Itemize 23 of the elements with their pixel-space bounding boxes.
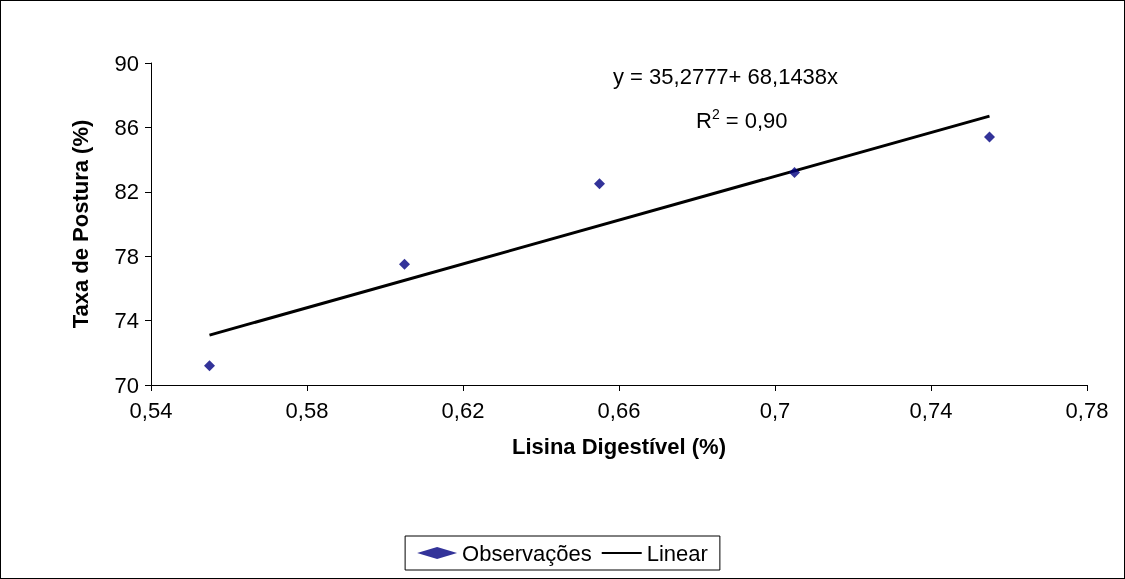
point: [594, 178, 605, 190]
y-axis-title: Taxa de Postura (%): [67, 119, 93, 329]
x-tick-label: 0,54: [129, 397, 173, 423]
legend-label: Linear: [646, 540, 708, 566]
y-tick-label: 78: [114, 243, 139, 269]
point: [984, 131, 995, 143]
y-tick-label: 74: [114, 308, 139, 334]
x-tick-label: 0,74: [909, 397, 953, 423]
y-tick-label: 86: [114, 114, 139, 140]
y-tick-label: 90: [114, 50, 139, 76]
y-tick-label: 70: [114, 372, 139, 398]
x-tick-label: 0,62: [441, 397, 485, 423]
x-tick-label: 0,7: [759, 397, 791, 423]
x-tick-label: 0,78: [1065, 397, 1109, 423]
y-tick-label: 82: [114, 179, 139, 205]
x-axis-title: Lisina Digestível (%): [512, 433, 726, 459]
legend-label: Observações: [462, 540, 592, 566]
annotation: y = 35,2777+ 68,1438x: [613, 63, 839, 89]
x-tick-label: 0,58: [285, 397, 329, 423]
point: [204, 360, 215, 372]
point: [399, 258, 410, 270]
x-tick-label: 0,66: [597, 397, 641, 423]
point: [789, 166, 800, 178]
